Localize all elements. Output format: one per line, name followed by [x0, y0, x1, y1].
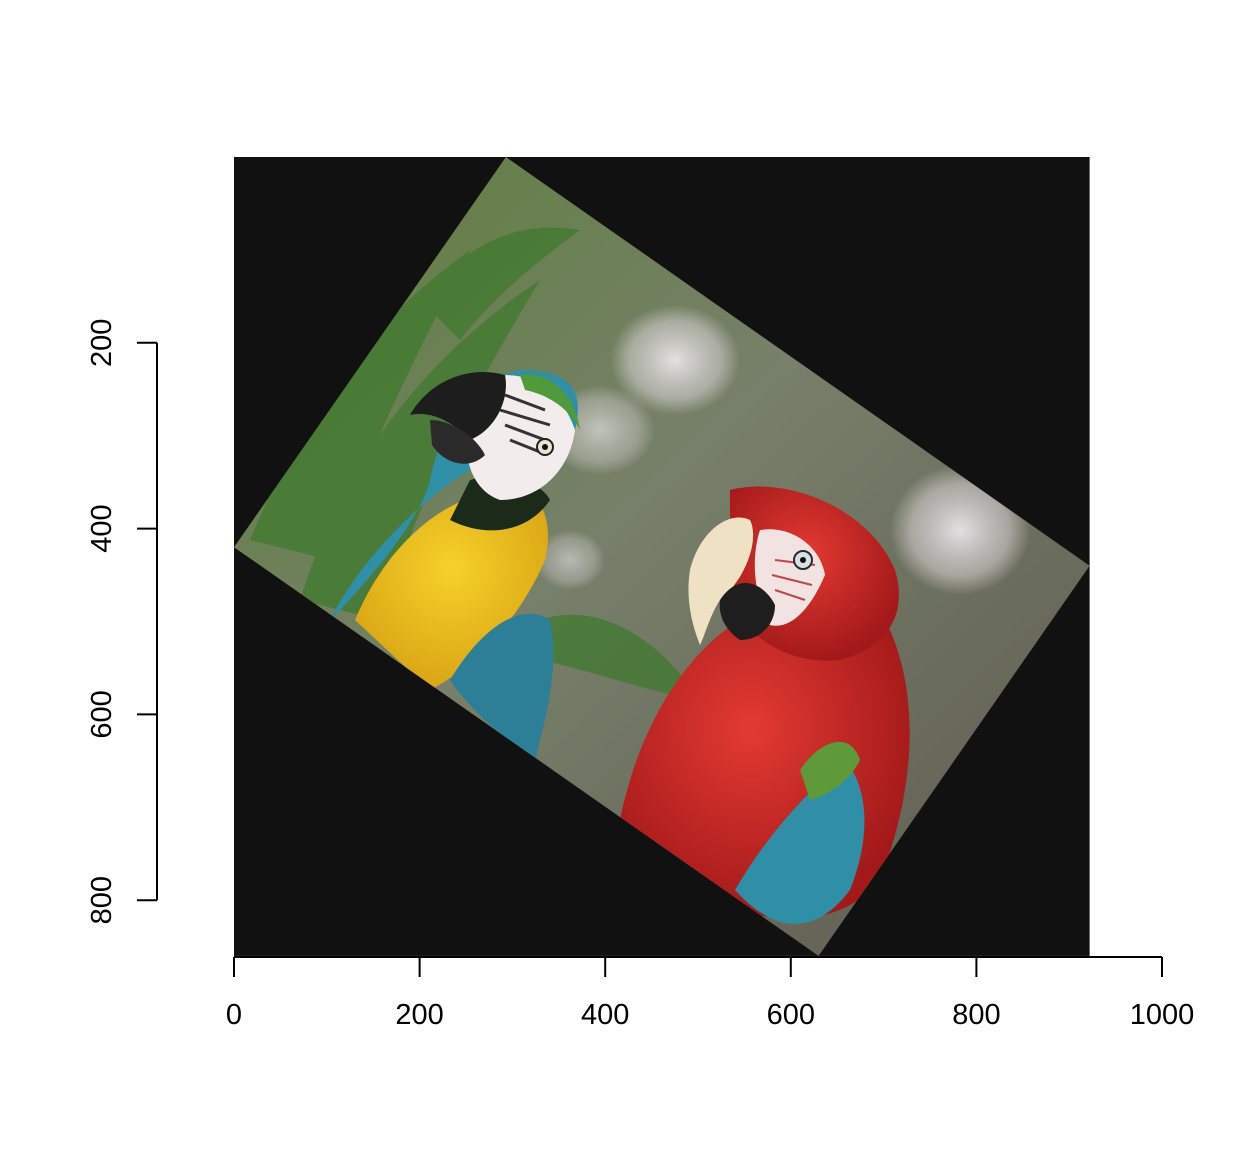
x-tick-label: 0: [226, 999, 242, 1031]
blue-and-yellow-macaw: [330, 370, 580, 760]
y-tick-label: 200: [86, 319, 118, 367]
x-tick-label: 200: [395, 999, 443, 1031]
bokeh-highlight: [535, 530, 605, 590]
bokeh-highlight: [610, 305, 740, 415]
palm-foliage: [250, 227, 700, 700]
x-tick-label: 400: [581, 999, 629, 1031]
x-tick-label: 1000: [1130, 999, 1195, 1031]
axes: 0 200 400 600 800 1000 200 400 600 800: [86, 319, 1194, 1031]
green-winged-macaw: [620, 486, 910, 924]
y-tick-label: 400: [86, 504, 118, 552]
x-tick-label: 600: [767, 999, 815, 1031]
y-tick-label: 600: [86, 690, 118, 738]
x-tick-label: 800: [952, 999, 1000, 1031]
y-tick-label: 800: [86, 876, 118, 924]
